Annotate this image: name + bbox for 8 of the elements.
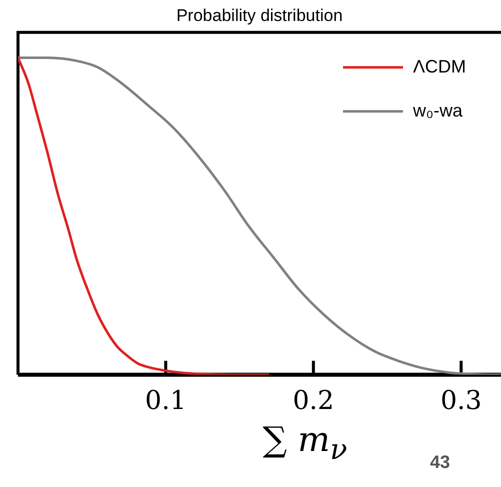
text: 43 <box>430 452 450 473</box>
legend-label: ΛCDM <box>412 56 466 76</box>
x-tick-label: 0.3 <box>440 386 482 416</box>
x-axis-title: ∑ m$_{ν}$ <box>262 420 348 466</box>
legend-label: w₀-wa <box>412 100 464 120</box>
x-tick-label: 0.1 <box>145 386 186 416</box>
chart-title: Probability distribution <box>176 6 343 25</box>
x-tick-label: 0.2 <box>292 386 334 416</box>
